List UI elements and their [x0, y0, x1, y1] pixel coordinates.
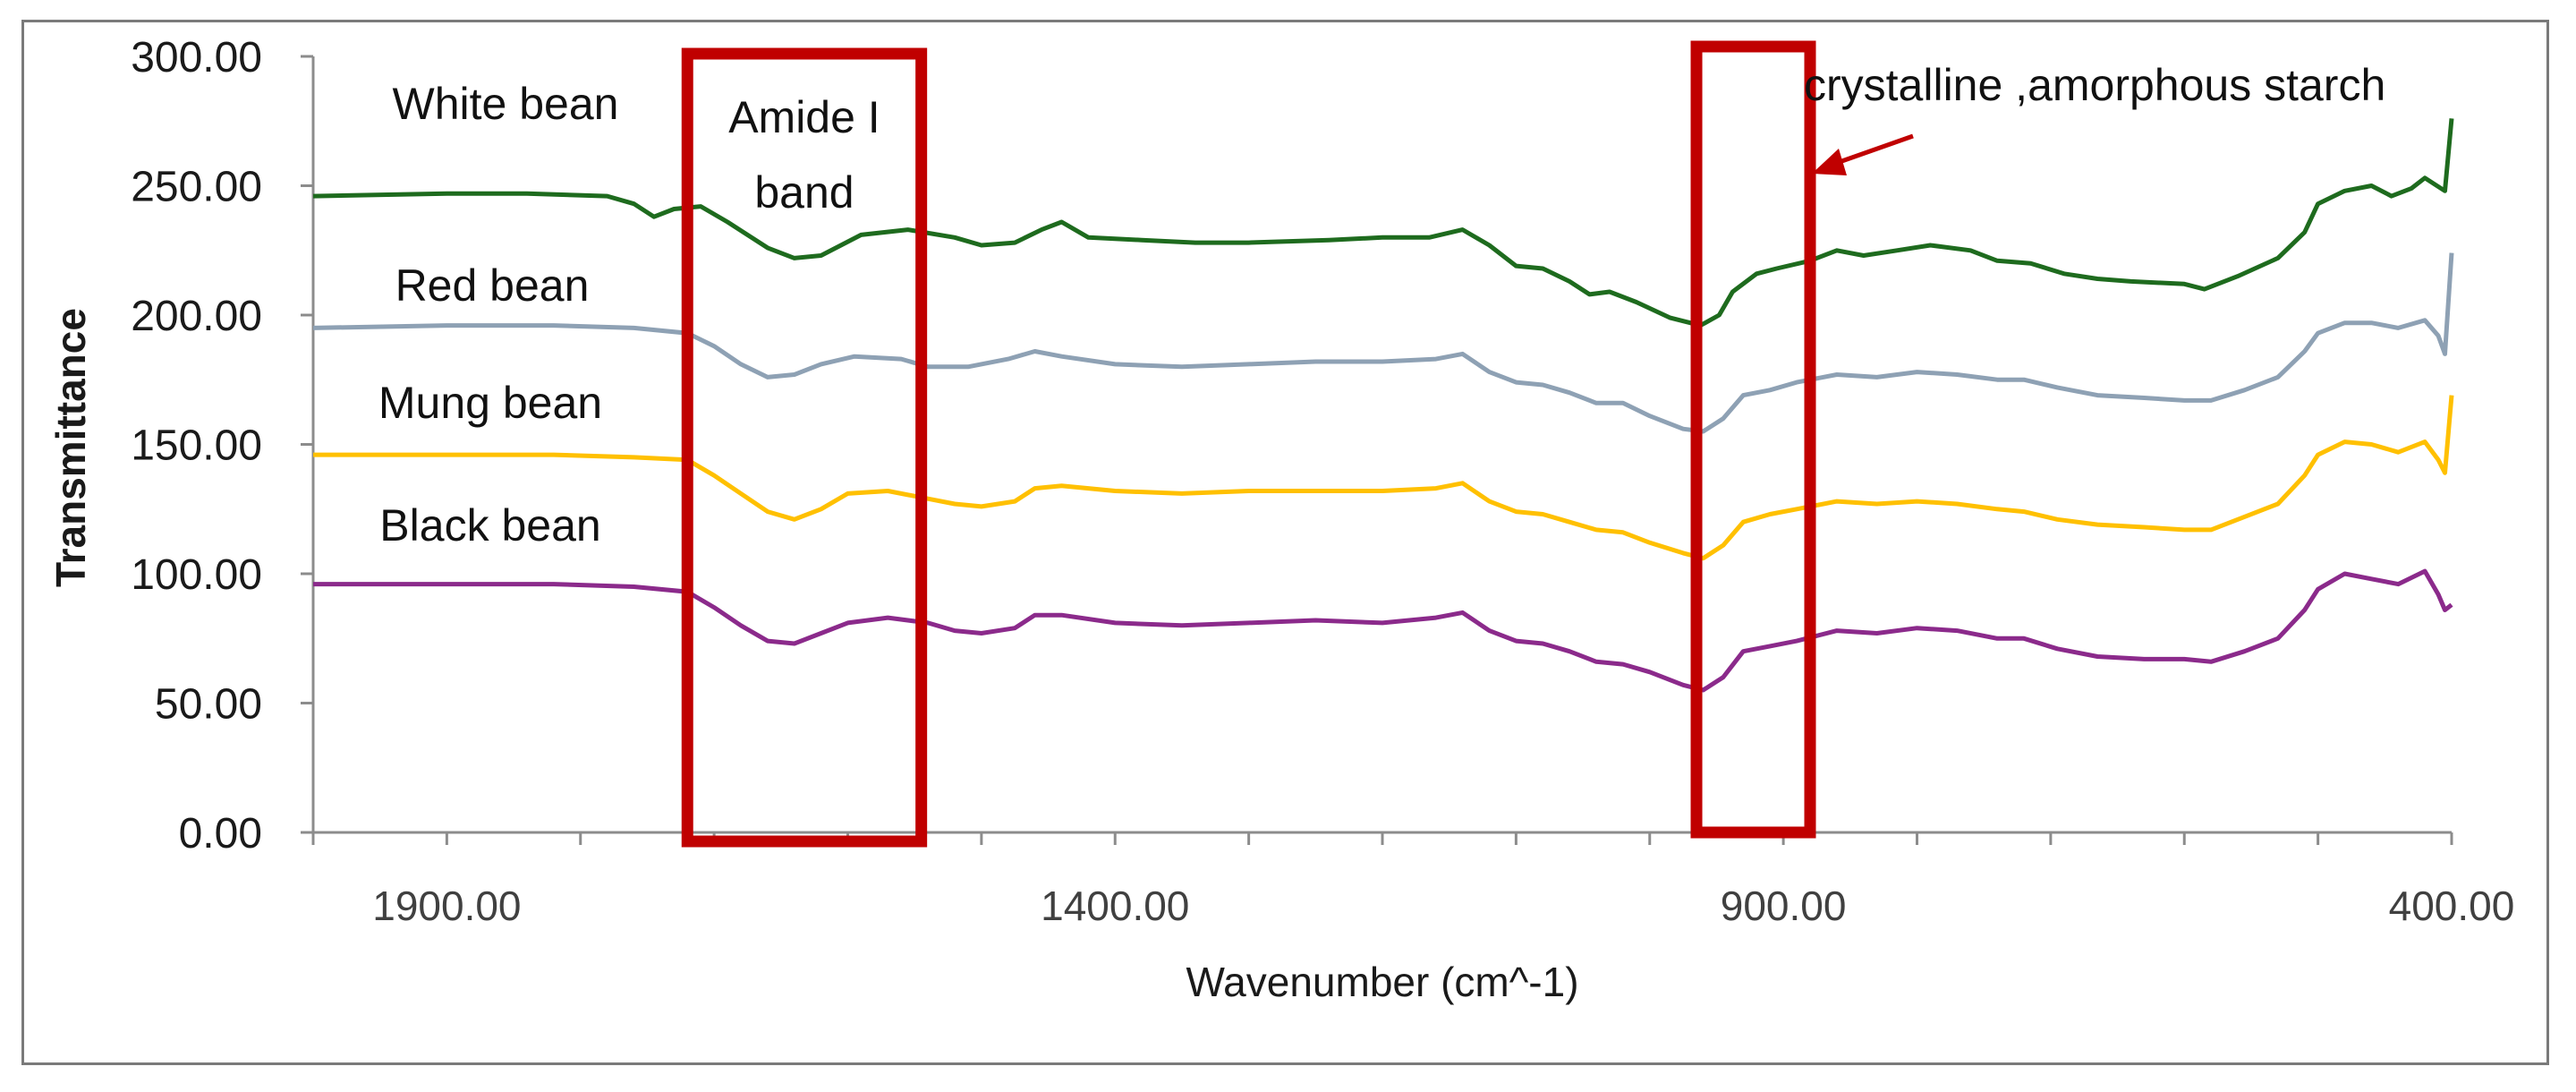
series-label: Black bean [379, 500, 600, 550]
axes: 0.00 50.00 100.00 150.00 200.00 250.00 300.00 1… [131, 34, 2514, 929]
series-lines [312, 118, 2454, 693]
amide-band-box [681, 47, 928, 848]
y-axis-title: Transmittance [47, 308, 94, 587]
starch-region-box [1690, 40, 1816, 839]
amide-band-label-line2: band [754, 167, 854, 218]
starch-arrowhead-icon [1812, 149, 1847, 175]
series-line-white-bean [312, 118, 2454, 328]
x-tick-label: 400.00 [2389, 883, 2515, 929]
annotations: White bean Red bean Mung bean Black bean Ami… [378, 40, 2385, 848]
series-line-mung-bean [313, 395, 2454, 561]
x-tick-label: 1900.00 [372, 883, 521, 929]
starch-arrow-icon [1833, 133, 1914, 166]
x-tick-label: 900.00 [1721, 883, 1847, 929]
y-tick-label: 50.00 [155, 681, 262, 729]
series-label: Red bean [395, 260, 590, 311]
y-tick-label: 200.00 [131, 293, 262, 340]
x-tick-label: 1400.00 [1041, 883, 1189, 929]
y-tick-label: 250.00 [131, 164, 262, 211]
amide-band-label-line1: Amide I [728, 92, 880, 142]
x-axis-title: Wavenumber (cm^-1) [1186, 959, 1578, 1005]
series-label: Mung bean [378, 378, 602, 428]
series-label: White bean [393, 79, 619, 129]
y-tick-label: 0.00 [179, 810, 262, 857]
y-tick-label: 300.00 [131, 34, 262, 81]
series-line-red-bean [312, 252, 2454, 434]
y-tick-label: 150.00 [131, 422, 262, 470]
series-line-black-bean [313, 568, 2453, 693]
y-tick-label: 100.00 [131, 551, 262, 599]
starch-label: crystalline ,amorphous starch [1804, 60, 2385, 110]
